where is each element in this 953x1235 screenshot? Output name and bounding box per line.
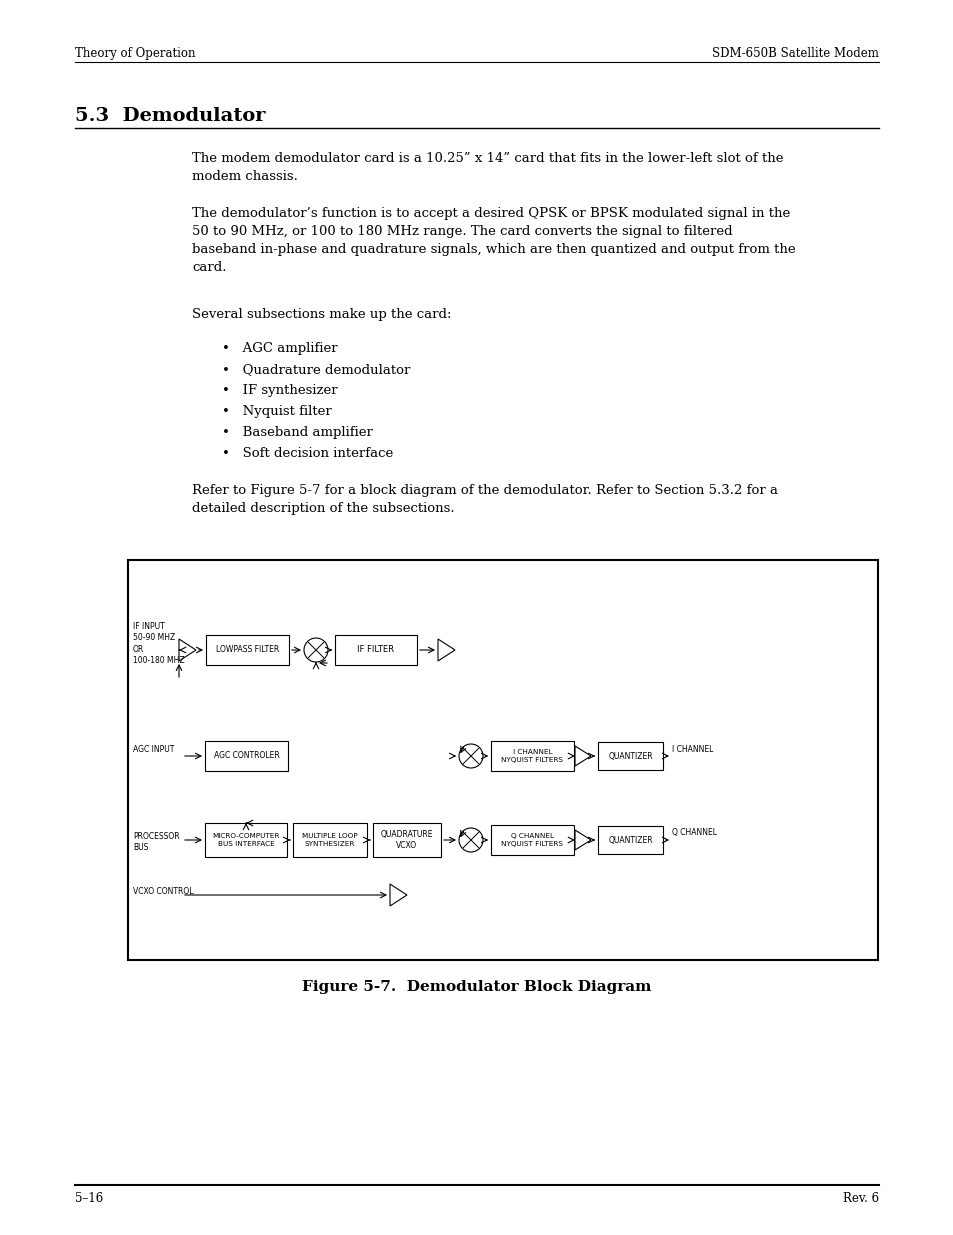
Text: 5.3  Demodulator: 5.3 Demodulator [75, 107, 265, 125]
Text: 5–16: 5–16 [75, 1192, 103, 1205]
Text: LOWPASS FILTER: LOWPASS FILTER [215, 646, 279, 655]
Text: •   Nyquist filter: • Nyquist filter [222, 405, 332, 417]
Bar [491, 741, 574, 771]
Text: AGC CONTROLER: AGC CONTROLER [213, 752, 279, 761]
Bar [293, 823, 367, 857]
Bar [491, 825, 574, 855]
Bar [598, 826, 662, 853]
Text: Refer to Figure 5-7 for a block diagram of the demodulator. Refer to Section 5.3: Refer to Figure 5-7 for a block diagram … [192, 484, 778, 515]
Text: Q CHANNEL
NYQUIST FILTERS: Q CHANNEL NYQUIST FILTERS [501, 834, 563, 847]
Text: The modem demodulator card is a 10.25” x 14” card that fits in the lower-left sl: The modem demodulator card is a 10.25” x… [192, 152, 782, 183]
Text: PROCESSOR
BUS: PROCESSOR BUS [132, 832, 179, 852]
Bar [128, 559, 877, 960]
Text: MULTIPLE LOOP
SYNTHESIZER: MULTIPLE LOOP SYNTHESIZER [302, 834, 357, 847]
Bar [206, 635, 289, 664]
Text: QUADRATURE
VCXO: QUADRATURE VCXO [380, 830, 433, 850]
Text: I CHANNEL: I CHANNEL [671, 745, 713, 753]
Text: SDM-650B Satellite Modem: SDM-650B Satellite Modem [711, 47, 878, 61]
Bar [205, 741, 288, 771]
Text: The demodulator’s function is to accept a desired QPSK or BPSK modulated signal : The demodulator’s function is to accept … [192, 207, 795, 274]
Text: MICRO-COMPUTER
BUS INTERFACE: MICRO-COMPUTER BUS INTERFACE [213, 834, 279, 847]
Text: Theory of Operation: Theory of Operation [75, 47, 195, 61]
Bar [205, 823, 287, 857]
Text: IF FILTER: IF FILTER [357, 646, 395, 655]
Text: QUANTIZER: QUANTIZER [608, 752, 652, 761]
Text: Figure 5-7.  Demodulator Block Diagram: Figure 5-7. Demodulator Block Diagram [302, 981, 651, 994]
Text: IF INPUT
50-90 MHZ
OR
100-180 MHZ: IF INPUT 50-90 MHZ OR 100-180 MHZ [132, 622, 185, 666]
Bar [598, 742, 662, 769]
Text: •   IF synthesizer: • IF synthesizer [222, 384, 337, 396]
Text: Rev. 6: Rev. 6 [842, 1192, 878, 1205]
Text: AGC INPUT: AGC INPUT [132, 745, 174, 753]
Text: •   AGC amplifier: • AGC amplifier [222, 342, 337, 354]
Text: QUANTIZER: QUANTIZER [608, 836, 652, 845]
Text: Several subsections make up the card:: Several subsections make up the card: [192, 308, 451, 321]
Text: •   Quadrature demodulator: • Quadrature demodulator [222, 363, 410, 375]
Text: Q CHANNEL: Q CHANNEL [671, 829, 717, 837]
Text: I CHANNEL
NYQUIST FILTERS: I CHANNEL NYQUIST FILTERS [501, 750, 563, 763]
Text: •   Soft decision interface: • Soft decision interface [222, 447, 393, 459]
Bar [335, 635, 416, 664]
Text: •   Baseband amplifier: • Baseband amplifier [222, 426, 373, 438]
Text: VCXO CONTROL: VCXO CONTROL [132, 887, 193, 895]
Bar [373, 823, 440, 857]
